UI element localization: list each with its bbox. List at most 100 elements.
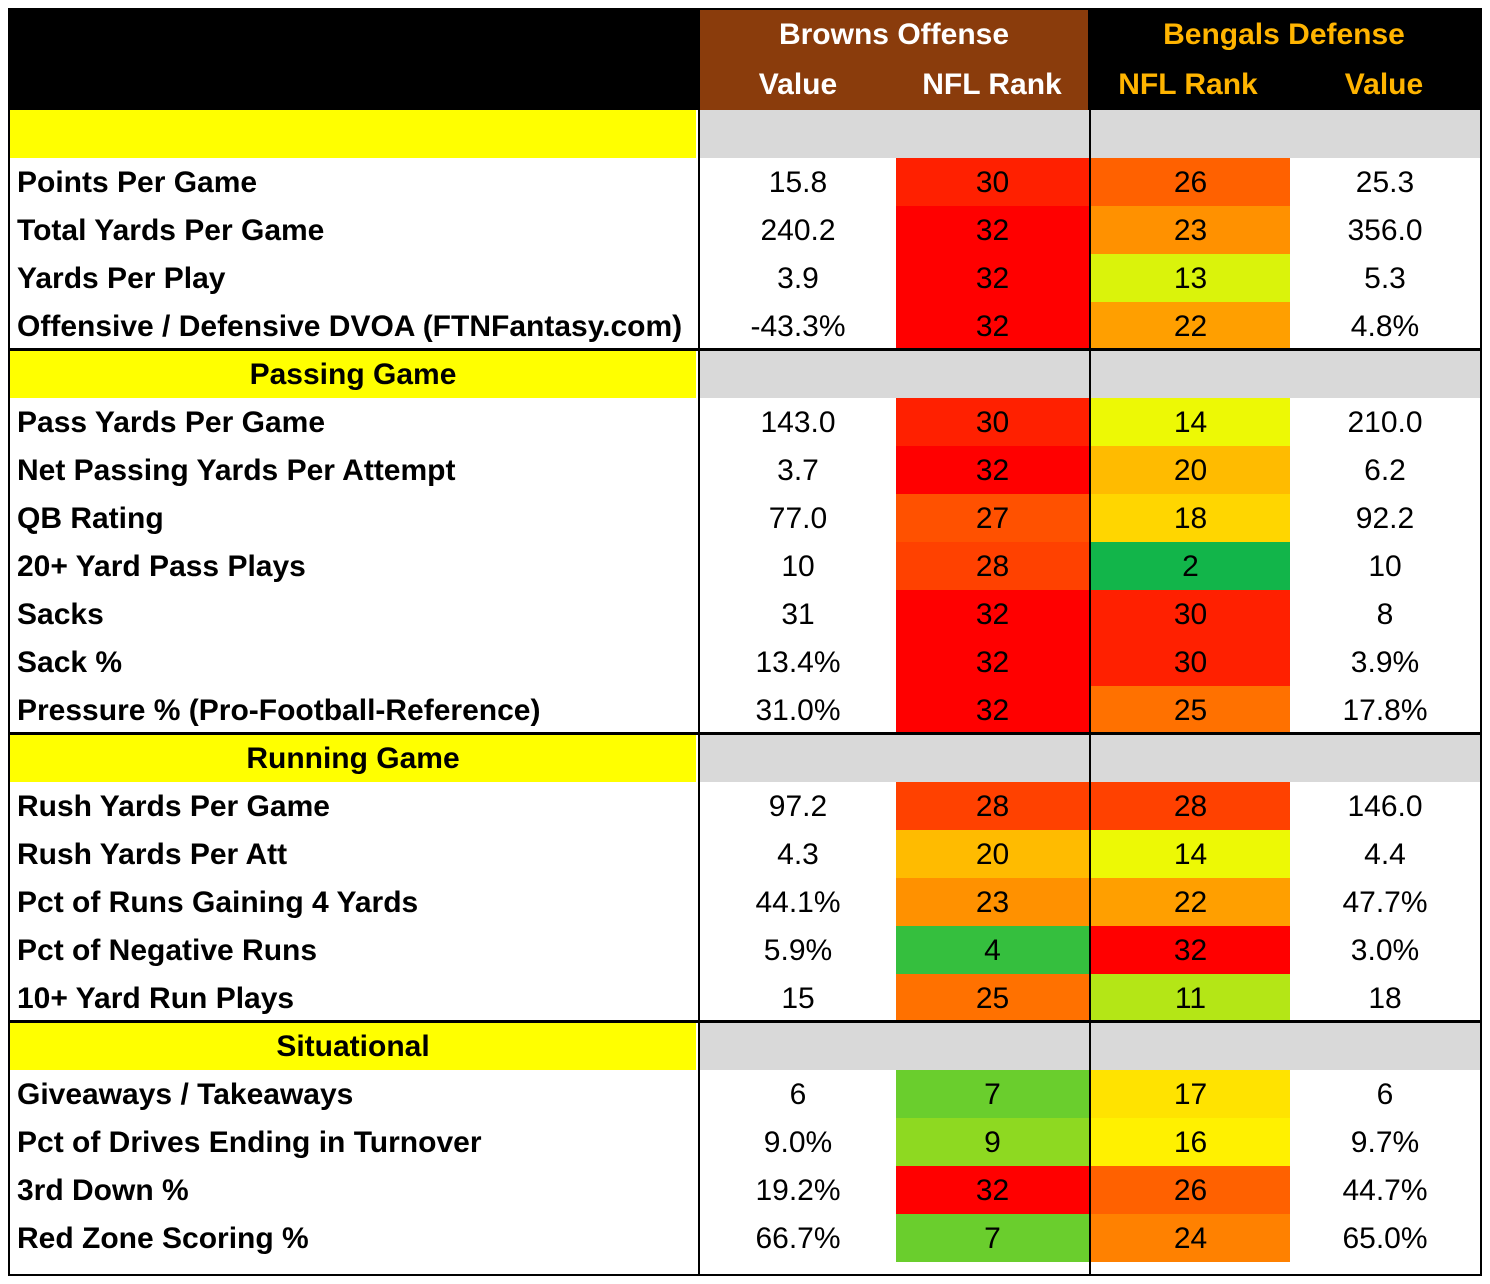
defense-value: 3.9% (1350, 646, 1420, 679)
defense-value: 146.0 (1347, 790, 1423, 823)
table-row: Offensive / Defensive DVOA (FTNFantasy.c… (10, 302, 1480, 350)
stat-label: Offensive / Defensive DVOA (FTNFantasy.c… (17, 310, 683, 343)
defense-value: 356.0 (1347, 214, 1423, 247)
section-divider (10, 732, 1480, 735)
offense-value: 4.3 (777, 838, 819, 871)
offense-rank: 9 (896, 1118, 1089, 1166)
section-divider (10, 1020, 1480, 1023)
offense-value: 13.4% (755, 646, 841, 679)
defense-rank: 2 (1091, 542, 1290, 590)
offense-rank: 32 (896, 206, 1089, 254)
stat-label: Total Yards Per Game (17, 214, 325, 247)
table-header: Browns Offense Value NFL Rank Bengals De… (10, 10, 1480, 110)
section-title: Passing Game (10, 350, 696, 398)
bengals-title: Bengals Defense (1163, 18, 1405, 51)
defense-value: 47.7% (1342, 886, 1428, 919)
defense-rank: 16 (1091, 1118, 1290, 1166)
offense-value: 10 (781, 550, 815, 583)
offense-value: 143.0 (760, 406, 836, 439)
defense-rank: 26 (1091, 1166, 1290, 1214)
defense-value: 210.0 (1347, 406, 1423, 439)
column-divider (698, 110, 700, 1276)
defense-value: 4.8% (1350, 310, 1420, 343)
defense-value: 65.0% (1342, 1222, 1428, 1255)
offense-value: 5.9% (763, 934, 833, 967)
offense-rank: 32 (896, 590, 1089, 638)
stat-label: 20+ Yard Pass Plays (17, 550, 306, 583)
offense-rank: 32 (896, 446, 1089, 494)
defense-rank: 30 (1091, 590, 1290, 638)
defense-rank: 25 (1091, 686, 1290, 734)
stat-label: Yards Per Play (17, 262, 226, 295)
defense-value: 6 (1376, 1078, 1394, 1111)
offense-value: 9.0% (763, 1126, 833, 1159)
stat-label: 10+ Yard Run Plays (17, 982, 295, 1015)
table-row: QB Rating 77.0 27 18 92.2 (10, 494, 1480, 542)
stat-label: QB Rating (17, 502, 164, 535)
section-divider (10, 348, 1480, 351)
table-row: Points Per Game 15.8 30 26 25.3 (10, 158, 1480, 206)
browns-header: Browns Offense Value NFL Rank (700, 10, 1088, 110)
defense-value: 3.0% (1350, 934, 1420, 967)
offense-rank: 4 (896, 926, 1089, 974)
table-row: Yards Per Play 3.9 32 13 5.3 (10, 254, 1480, 302)
stats-table: Browns Offense Value NFL Rank Bengals De… (8, 8, 1482, 1276)
stat-label: Net Passing Yards Per Attempt (17, 454, 456, 487)
stat-label: 3rd Down % (17, 1174, 189, 1207)
stat-label: Sack % (17, 646, 123, 679)
offense-rank: 32 (896, 1166, 1089, 1214)
column-divider (1089, 110, 1091, 1276)
defense-value: 10 (1368, 550, 1402, 583)
offense-rank: 23 (896, 878, 1089, 926)
offense-value: 3.7 (777, 454, 819, 487)
defense-value: 17.8% (1342, 694, 1428, 727)
stat-label: Pct of Drives Ending in Turnover (17, 1126, 482, 1159)
defense-rank: 23 (1091, 206, 1290, 254)
browns-rank-header: NFL Rank (922, 68, 1062, 101)
stat-label: Red Zone Scoring % (17, 1222, 309, 1255)
defense-rank: 18 (1091, 494, 1290, 542)
defense-rank: 17 (1091, 1070, 1290, 1118)
offense-value: 66.7% (755, 1222, 841, 1255)
offense-rank: 30 (896, 158, 1089, 206)
table-row: Sack % 13.4% 32 30 3.9% (10, 638, 1480, 686)
section-title (10, 110, 696, 158)
stat-label: Pressure % (Pro-Football-Reference) (17, 694, 541, 727)
section-header (10, 110, 1480, 158)
defense-value: 6.2 (1364, 454, 1406, 487)
defense-rank: 14 (1091, 398, 1290, 446)
table-row: Pass Yards Per Game 143.0 30 14 210.0 (10, 398, 1480, 446)
offense-rank: 32 (896, 686, 1089, 734)
table-row: Pressure % (Pro-Football-Reference) 31.0%… (10, 686, 1480, 734)
section-header: Running Game (10, 734, 1480, 782)
offense-value: 44.1% (755, 886, 841, 919)
defense-value: 25.3 (1355, 166, 1415, 199)
defense-rank: 14 (1091, 830, 1290, 878)
offense-rank: 32 (896, 254, 1089, 302)
defense-rank: 30 (1091, 638, 1290, 686)
defense-rank: 32 (1091, 926, 1290, 974)
defense-value: 9.7% (1350, 1126, 1420, 1159)
section-header: Situational (10, 1022, 1480, 1070)
stat-label: Pass Yards Per Game (17, 406, 325, 439)
defense-rank: 24 (1091, 1214, 1290, 1262)
defense-rank: 28 (1091, 782, 1290, 830)
offense-value: 31.0% (755, 694, 841, 727)
offense-rank: 32 (896, 302, 1089, 350)
offense-rank: 7 (896, 1070, 1089, 1118)
offense-value: 19.2% (755, 1174, 841, 1207)
defense-rank: 11 (1091, 974, 1290, 1022)
table-row: Pct of Runs Gaining 4 Yards 44.1% 23 22 47.7… (10, 878, 1480, 926)
stat-label: Rush Yards Per Att (17, 838, 288, 871)
offense-value: 3.9 (777, 262, 819, 295)
defense-value: 4.4 (1364, 838, 1406, 871)
bengals-value-header: Value (1344, 68, 1424, 101)
browns-value-header: Value (758, 68, 838, 101)
offense-rank: 30 (896, 398, 1089, 446)
bengals-header: Bengals Defense NFL Rank Value (1088, 10, 1480, 110)
defense-value: 18 (1368, 982, 1402, 1015)
table-row: Total Yards Per Game 240.2 32 23 356.0 (10, 206, 1480, 254)
defense-value: 44.7% (1342, 1174, 1428, 1207)
offense-value: 97.2 (768, 790, 828, 823)
offense-value: 6 (789, 1078, 807, 1111)
